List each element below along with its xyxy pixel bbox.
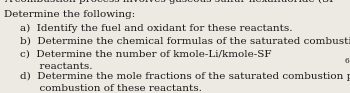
Text: c)  Determine the number of kmole-Li/kmole-SF: c) Determine the number of kmole-Li/kmol… — [20, 50, 272, 59]
Text: 6: 6 — [345, 57, 350, 65]
Text: combustion of these reactants.: combustion of these reactants. — [20, 84, 202, 93]
Text: d)  Determine the mole fractions of the saturated combustion products for stoich: d) Determine the mole fractions of the s… — [20, 72, 350, 81]
Text: b)  Determine the chemical formulas of the saturated combustion products.: b) Determine the chemical formulas of th… — [20, 36, 350, 46]
Text: A combustion process involves gaseous sulfur hexafluoride (SF: A combustion process involves gaseous su… — [4, 0, 336, 4]
Text: reactants.: reactants. — [20, 62, 93, 71]
Text: Determine the following:: Determine the following: — [4, 10, 135, 19]
Text: a)  Identify the fuel and oxidant for these reactants.: a) Identify the fuel and oxidant for the… — [20, 23, 293, 33]
